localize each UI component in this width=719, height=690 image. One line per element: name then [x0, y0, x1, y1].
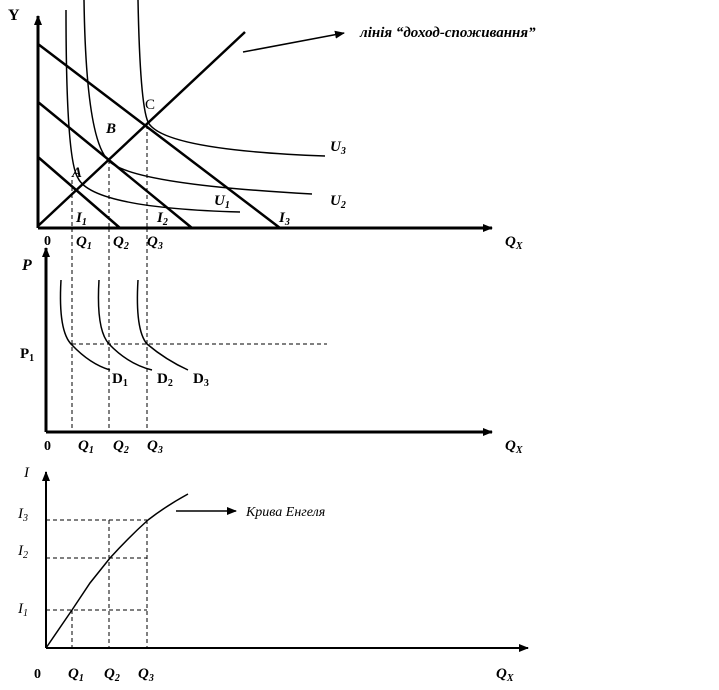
indifference-curve-u1 — [65, 9, 241, 213]
demand-label-d2: D2 — [157, 371, 173, 389]
y-axis-label-panel2: P — [21, 257, 32, 274]
origin-panel3: 0 — [34, 667, 41, 682]
origin-panel1: 0 — [44, 234, 51, 249]
indifference-curve-u2 — [83, 0, 313, 195]
q2-label-panel1: Q2 — [113, 234, 129, 252]
indifference-curve-u3 — [137, 0, 326, 157]
income-label-i3: I3 — [17, 506, 28, 524]
panel-indifference-map: лінія “доход-споживання” Y QX 0 Q1 Q2 Q3… — [8, 0, 536, 252]
demand-curve-d2 — [97, 279, 153, 371]
y-axis-label-panel1: Y — [8, 7, 20, 24]
utility-label-u2: U2 — [330, 193, 346, 211]
price-label-p1: P1 — [20, 346, 34, 364]
y-axis-label-panel3: I — [23, 465, 30, 481]
x-axis-label-panel2: QX — [505, 438, 523, 456]
q1-label-panel1: Q1 — [76, 234, 92, 252]
point-b: B — [105, 121, 116, 137]
budget-line-1 — [37, 156, 121, 229]
engel-curve — [45, 493, 189, 649]
q2-label-panel3: Q2 — [104, 666, 120, 684]
annotation-income-consumption: лінія “доход-споживання” — [359, 25, 536, 41]
panel-engel-curve: Крива Енгеля I I3 I2 I1 0 QX Q1 Q2 Q3 — [17, 465, 529, 684]
q3-label-panel3: Q3 — [138, 666, 154, 684]
budget-label-i2: I2 — [156, 210, 168, 228]
utility-label-u3: U3 — [330, 139, 346, 157]
demand-curve-d3 — [136, 279, 189, 371]
q1-label-panel2: Q1 — [78, 438, 94, 456]
demand-curve-d1 — [59, 279, 111, 371]
q1-label-panel3: Q1 — [68, 666, 84, 684]
income-consumption-line — [37, 31, 246, 227]
demand-label-d3: D3 — [193, 371, 209, 389]
budget-label-i1: I1 — [75, 210, 87, 228]
income-label-i1: I1 — [17, 601, 28, 619]
point-c: C — [145, 97, 155, 113]
budget-line-3 — [37, 43, 281, 229]
income-label-i2: I2 — [17, 543, 28, 561]
point-a: A — [71, 165, 82, 181]
x-axis-label-panel3: QX — [496, 666, 514, 684]
q3-label-panel1: Q3 — [147, 234, 163, 252]
demand-label-d1: D1 — [112, 371, 128, 389]
budget-label-i3: I3 — [278, 210, 290, 228]
panel-demand-curves: P P1 QX 0 Q1 Q2 Q3 D1 D2 D3 — [20, 228, 523, 456]
utility-label-u1: U1 — [214, 193, 230, 211]
x-axis-label-panel1: QX — [505, 234, 523, 252]
q2-label-panel2: Q2 — [113, 438, 129, 456]
annotation-arrow-panel1 — [242, 30, 345, 53]
annotation-engel-curve: Крива Енгеля — [245, 505, 325, 520]
q3-label-panel2: Q3 — [147, 438, 163, 456]
origin-panel2: 0 — [44, 439, 51, 454]
